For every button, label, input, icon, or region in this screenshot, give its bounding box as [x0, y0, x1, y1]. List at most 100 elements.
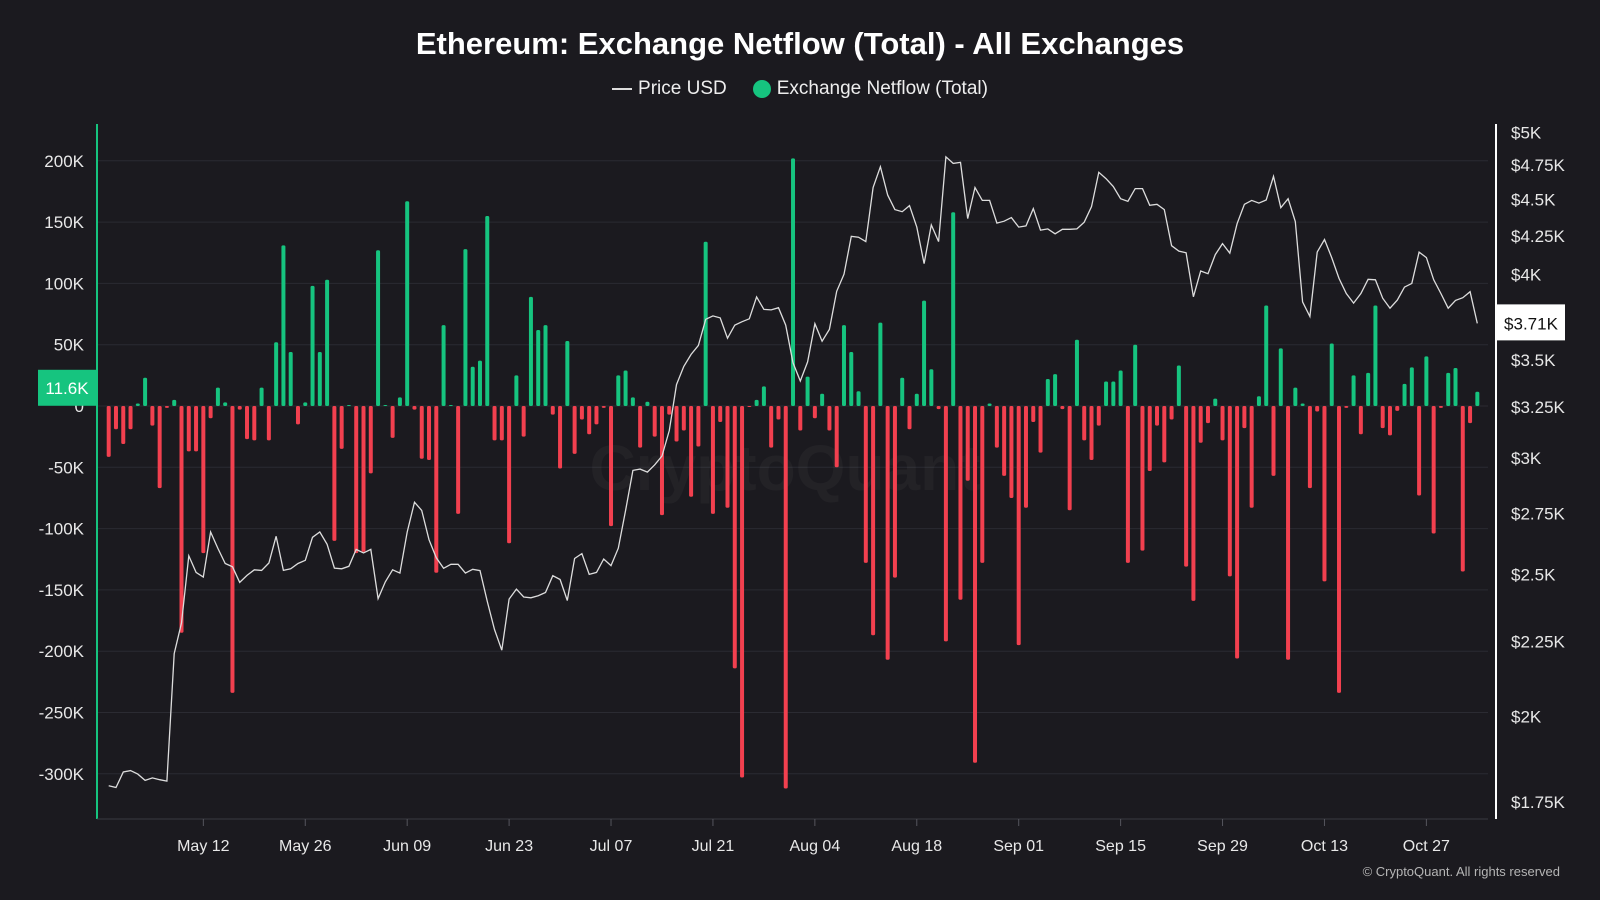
netflow-bar[interactable]	[834, 406, 839, 468]
netflow-bar[interactable]	[1475, 391, 1480, 406]
netflow-bar[interactable]	[303, 402, 308, 406]
netflow-bar[interactable]	[1337, 406, 1342, 693]
netflow-bar[interactable]	[565, 341, 570, 406]
netflow-bar[interactable]	[223, 402, 228, 406]
netflow-bar[interactable]	[609, 406, 614, 527]
netflow-bar[interactable]	[740, 406, 745, 778]
netflow-bar[interactable]	[725, 406, 730, 508]
netflow-bar[interactable]	[645, 401, 650, 406]
netflow-bar[interactable]	[266, 406, 271, 441]
netflow-bar[interactable]	[1060, 406, 1065, 410]
netflow-bar[interactable]	[973, 406, 978, 763]
netflow-bar[interactable]	[113, 406, 118, 430]
netflow-bar[interactable]	[710, 406, 715, 514]
netflow-bar[interactable]	[980, 406, 985, 563]
netflow-bar[interactable]	[419, 406, 424, 459]
netflow-bar[interactable]	[1235, 406, 1240, 659]
netflow-bar[interactable]	[1125, 406, 1130, 563]
netflow-bar[interactable]	[1358, 406, 1363, 435]
netflow-bar[interactable]	[186, 406, 191, 452]
netflow-bar[interactable]	[499, 406, 504, 441]
netflow-bar[interactable]	[274, 342, 279, 406]
netflow-bar[interactable]	[492, 406, 497, 441]
netflow-bar[interactable]	[1293, 387, 1298, 406]
netflow-bar[interactable]	[1409, 367, 1414, 406]
netflow-bar[interactable]	[1300, 403, 1305, 406]
netflow-bar[interactable]	[1431, 406, 1436, 534]
netflow-bar[interactable]	[1417, 406, 1422, 496]
netflow-bar[interactable]	[1424, 356, 1429, 406]
netflow-bar[interactable]	[441, 325, 446, 406]
netflow-bar[interactable]	[1045, 379, 1050, 406]
netflow-bar[interactable]	[1286, 406, 1291, 660]
netflow-bar[interactable]	[427, 406, 432, 460]
netflow-bar[interactable]	[397, 397, 402, 406]
netflow-bar[interactable]	[681, 406, 686, 431]
netflow-bar[interactable]	[470, 366, 475, 406]
netflow-bar[interactable]	[856, 391, 861, 406]
netflow-bar[interactable]	[1329, 343, 1334, 406]
netflow-bar[interactable]	[798, 406, 803, 431]
netflow-bar[interactable]	[376, 250, 381, 406]
netflow-bar[interactable]	[1155, 406, 1160, 426]
netflow-bar[interactable]	[157, 406, 162, 489]
netflow-bar[interactable]	[994, 406, 999, 448]
netflow-bar[interactable]	[434, 406, 439, 573]
netflow-bar[interactable]	[689, 406, 694, 497]
netflow-bar[interactable]	[1402, 383, 1407, 406]
netflow-bar[interactable]	[1169, 406, 1174, 420]
netflow-bar[interactable]	[252, 406, 257, 441]
netflow-bar[interactable]	[1468, 406, 1473, 424]
netflow-bar[interactable]	[1184, 406, 1189, 567]
netflow-bar[interactable]	[820, 393, 825, 406]
netflow-bar[interactable]	[1453, 367, 1458, 406]
netflow-bar[interactable]	[456, 406, 461, 514]
netflow-bar[interactable]	[1344, 406, 1349, 408]
netflow-bar[interactable]	[1104, 381, 1109, 406]
netflow-bar[interactable]	[1118, 370, 1123, 406]
netflow-bar[interactable]	[900, 377, 905, 406]
netflow-bar[interactable]	[325, 279, 330, 406]
netflow-bar[interactable]	[1307, 406, 1312, 489]
netflow-bar[interactable]	[346, 405, 351, 406]
netflow-bar[interactable]	[150, 406, 155, 426]
netflow-bar[interactable]	[339, 406, 344, 449]
netflow-bar[interactable]	[1438, 406, 1443, 408]
netflow-bar[interactable]	[1009, 406, 1014, 498]
netflow-bar[interactable]	[317, 352, 322, 406]
netflow-bar[interactable]	[776, 406, 781, 420]
netflow-bar[interactable]	[1031, 406, 1036, 422]
netflow-bar[interactable]	[951, 212, 956, 406]
netflow-bar[interactable]	[761, 386, 766, 406]
netflow-bar[interactable]	[164, 406, 169, 408]
netflow-bar[interactable]	[521, 406, 526, 437]
netflow-bar[interactable]	[878, 322, 883, 406]
netflow-bar[interactable]	[703, 241, 708, 406]
netflow-bar[interactable]	[1162, 406, 1167, 463]
netflow-bar[interactable]	[630, 397, 635, 406]
netflow-bar[interactable]	[594, 406, 599, 425]
netflow-bar[interactable]	[1256, 396, 1261, 406]
netflow-bar[interactable]	[194, 406, 199, 452]
legend-item-netflow[interactable]: Exchange Netflow (Total)	[752, 78, 988, 100]
netflow-bar[interactable]	[616, 375, 621, 406]
netflow-bar[interactable]	[871, 406, 876, 636]
netflow-bar[interactable]	[1395, 406, 1400, 411]
netflow-bar[interactable]	[477, 360, 482, 406]
netflow-bar[interactable]	[121, 406, 126, 445]
netflow-bar[interactable]	[849, 352, 854, 406]
netflow-bar[interactable]	[718, 406, 723, 422]
netflow-bar[interactable]	[1191, 406, 1196, 601]
netflow-bar[interactable]	[1096, 406, 1101, 426]
netflow-bar[interactable]	[259, 387, 264, 406]
netflow-bar[interactable]	[805, 376, 810, 406]
netflow-bar[interactable]	[929, 369, 934, 406]
netflow-bar[interactable]	[732, 406, 737, 669]
netflow-bar[interactable]	[696, 406, 701, 447]
netflow-bar[interactable]	[143, 377, 148, 406]
netflow-bar[interactable]	[747, 406, 752, 407]
netflow-bar[interactable]	[536, 329, 541, 406]
netflow-bar[interactable]	[172, 399, 177, 406]
netflow-bar[interactable]	[1271, 406, 1276, 476]
